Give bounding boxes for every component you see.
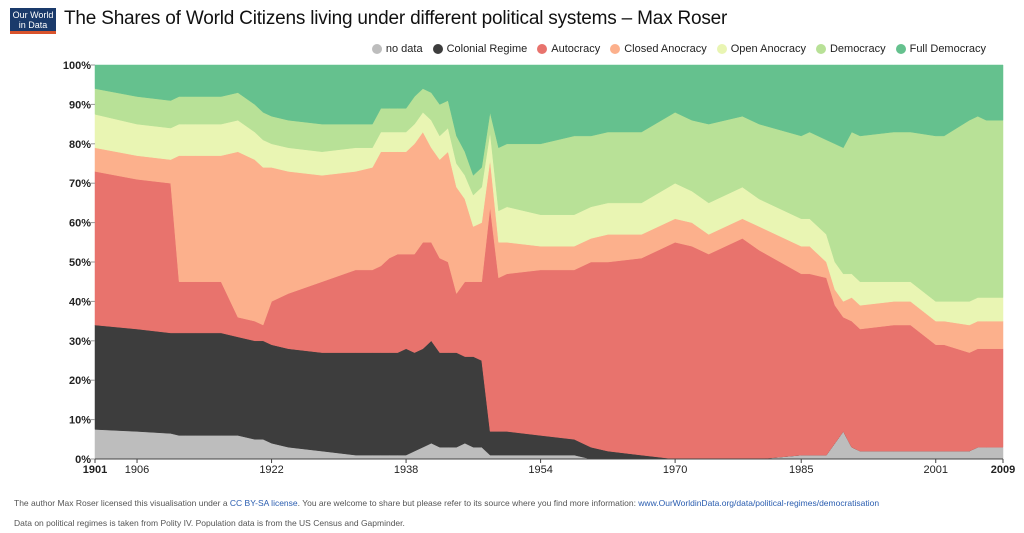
legend-label: Full Democracy xyxy=(909,43,986,55)
y-tick-label: 100% xyxy=(63,60,91,72)
y-tick-label: 80% xyxy=(69,139,91,151)
legend-label: Democracy xyxy=(829,43,886,55)
x-tick-label: 1901 xyxy=(83,464,107,476)
y-tick-label: 20% xyxy=(69,375,91,387)
legend-item-democracy[interactable]: Democracy xyxy=(815,43,886,55)
legend-swatch xyxy=(610,44,621,54)
x-tick-label: 1954 xyxy=(528,464,552,476)
x-tick-label: 2001 xyxy=(923,464,947,476)
legend-item-open-anocracy[interactable]: Open Anocracy xyxy=(716,43,806,55)
legend-item-full-democracy[interactable]: Full Democracy xyxy=(895,43,986,55)
legend-swatch xyxy=(895,44,906,54)
license-text-a: The author Max Roser licensed this visua… xyxy=(14,498,230,508)
area-full-democracy[interactable] xyxy=(94,64,1004,176)
y-tick-label: 60% xyxy=(69,218,91,230)
y-tick-label: 0% xyxy=(75,454,91,466)
legend-label: Open Anocracy xyxy=(730,43,806,55)
legend-swatch xyxy=(432,44,443,54)
y-tick-label: 70% xyxy=(69,178,91,190)
y-tick-label: 50% xyxy=(69,257,91,269)
license-text-b: . You are welcome to share but please re… xyxy=(297,498,639,508)
legend-item-no-data[interactable]: no data xyxy=(371,43,423,55)
legend-label: Colonial Regime xyxy=(446,43,528,55)
chart-title: The Shares of World Citizens living unde… xyxy=(64,8,728,29)
legend-swatch xyxy=(537,44,548,54)
legend-label: Autocracy xyxy=(551,43,601,55)
source-url-link[interactable]: www.OurWorldinData.org/data/political-re… xyxy=(638,498,880,508)
our-world-in-data-logo: Our World in Data xyxy=(10,8,56,34)
legend-label: Closed Anocracy xyxy=(624,43,707,55)
license-note: The author Max Roser licensed this visua… xyxy=(14,498,879,508)
legend-item-colonial-regime[interactable]: Colonial Regime xyxy=(432,43,528,55)
y-tick-label: 30% xyxy=(69,336,91,348)
data-source-note: Data on political regimes is taken from … xyxy=(14,518,405,528)
x-tick-label: 1970 xyxy=(663,464,687,476)
cc-license-link[interactable]: CC BY-SA license xyxy=(229,498,298,508)
legend-item-closed-anocracy[interactable]: Closed Anocracy xyxy=(610,43,707,55)
x-tick-label: 1938 xyxy=(394,464,418,476)
legend-swatch xyxy=(716,44,727,54)
x-tick-label: 1906 xyxy=(125,464,149,476)
x-tick-label: 1922 xyxy=(259,464,283,476)
x-tick-label: 1985 xyxy=(789,464,813,476)
legend-swatch xyxy=(371,44,382,54)
y-tick-label: 40% xyxy=(69,296,91,308)
logo-line-2: in Data xyxy=(18,20,48,30)
legend-swatch xyxy=(815,44,826,54)
legend: no data Colonial Regime Autocracy Closed An… xyxy=(371,43,986,55)
y-tick-label: 10% xyxy=(69,415,91,427)
legend-label: no data xyxy=(385,43,423,55)
x-tick-label: 2009 xyxy=(991,464,1015,476)
y-tick-label: 90% xyxy=(69,99,91,111)
legend-item-autocracy[interactable]: Autocracy xyxy=(537,43,600,55)
logo-line-1: Our World xyxy=(12,10,54,20)
